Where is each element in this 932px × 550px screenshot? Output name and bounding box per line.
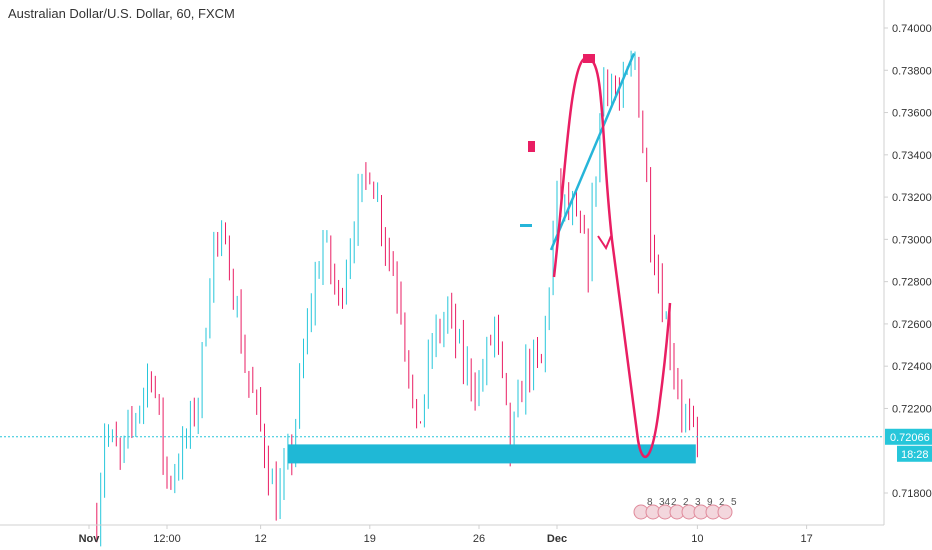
price-tick-label: 0.71800 xyxy=(892,488,932,500)
candle-series xyxy=(0,50,884,547)
price-tick-label: 0.72400 xyxy=(892,361,932,373)
cyan-trend-line xyxy=(549,52,636,251)
time-tick-label: 26 xyxy=(473,533,485,545)
time-axis[interactable]: Nov 12:00 12 19 26 Dec 10 17 xyxy=(0,524,884,545)
price-tick-label: 0.72600 xyxy=(892,319,932,331)
price-tick-label: 0.73600 xyxy=(892,108,932,120)
event-count: 2 xyxy=(671,497,677,508)
price-tick-label: 0.72200 xyxy=(892,403,932,415)
price-tick-label: 0.73400 xyxy=(892,150,932,162)
price-tick-label: 0.73000 xyxy=(892,234,932,246)
price-axis[interactable]: 0.74000 0.73800 0.73600 0.73400 0.73200 0.730… xyxy=(883,0,932,525)
time-tick-label: Nov xyxy=(79,533,101,545)
price-tick-label: 0.72800 xyxy=(892,277,932,289)
time-tick-label: 19 xyxy=(364,533,376,545)
marker-line xyxy=(520,224,532,227)
event-count: 5 xyxy=(731,497,737,508)
chart-title: Australian Dollar/U.S. Dollar, 60, FXCM xyxy=(8,6,235,21)
time-tick-label: 12:00 xyxy=(153,533,181,545)
us-flag-icon xyxy=(717,504,733,520)
countdown-label: 18:28 xyxy=(901,449,929,461)
time-tick-label: Dec xyxy=(547,533,567,545)
event-count: 9 xyxy=(707,497,713,508)
price-tick-label: 0.73200 xyxy=(892,192,932,204)
time-tick-label: 12 xyxy=(254,533,266,545)
event-count: 2 xyxy=(683,497,689,508)
price-tick-label: 0.74000 xyxy=(892,23,932,35)
last-price-tag xyxy=(885,428,932,445)
economic-events[interactable]: 8 34 2 2 3 9 2 5 xyxy=(633,497,737,520)
marker-flag xyxy=(528,141,535,152)
event-count: 34 xyxy=(659,497,671,508)
marker-flag xyxy=(583,54,595,63)
event-count: 3 xyxy=(695,497,701,508)
event-count: 8 xyxy=(647,497,653,508)
time-tick-label: 17 xyxy=(800,533,812,545)
price-tick-label: 0.73800 xyxy=(892,65,932,77)
projection-curve xyxy=(552,56,672,458)
arrow-down-icon xyxy=(597,235,612,251)
countdown-tag xyxy=(897,445,932,462)
drawings-layer[interactable] xyxy=(287,52,696,464)
support-zone xyxy=(287,444,696,464)
time-tick-label: 10 xyxy=(691,533,703,545)
event-count: 2 xyxy=(719,497,725,508)
last-price-label: 0.72066 xyxy=(890,432,930,444)
